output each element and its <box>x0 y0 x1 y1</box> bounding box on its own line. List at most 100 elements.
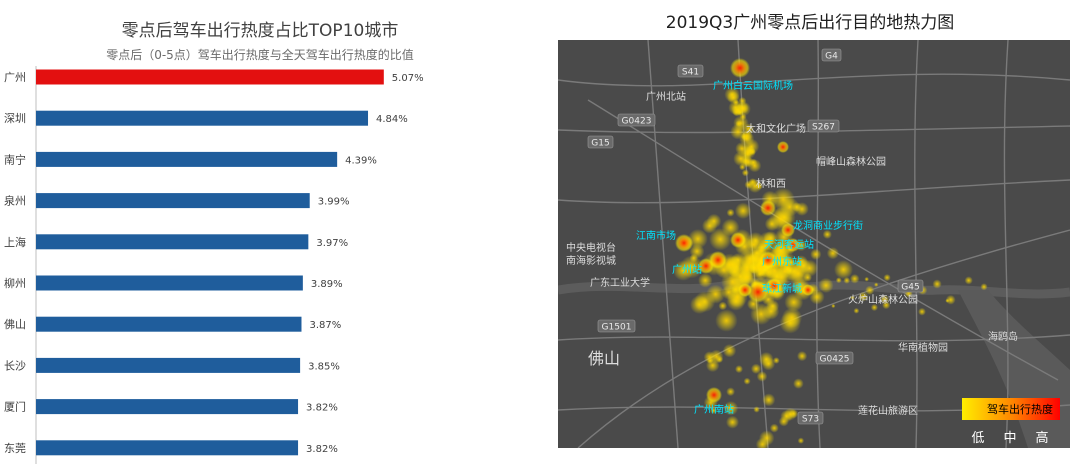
heat-spot <box>800 259 819 277</box>
heat-hotspot <box>759 251 777 269</box>
heat-spot <box>793 378 804 389</box>
heat-spot <box>727 91 740 104</box>
heat-spot <box>964 276 973 285</box>
value-label: 4.84% <box>376 114 408 125</box>
heat-hotspot <box>706 387 722 403</box>
heat-spot <box>791 202 802 212</box>
place-label: 太和文化广场 <box>746 122 806 135</box>
bar-chart-svg: 广州 5.07% 深圳 4.84% 南宁 4.39% 泉州 3.99% 上海 3.97% 柳州 3.8… <box>4 66 424 464</box>
heat-spot <box>864 276 869 282</box>
legend-color-bar <box>962 398 1060 420</box>
heat-spot <box>735 101 751 117</box>
place-label: 广州站 <box>672 263 702 276</box>
heat-spot <box>777 254 793 271</box>
svg-text:G15: G15 <box>591 139 609 149</box>
heat-spot <box>709 349 724 364</box>
value-label: 4.39% <box>345 155 377 166</box>
heat-spot <box>744 180 754 189</box>
svg-text:G0423: G0423 <box>622 117 652 127</box>
heat-spot <box>680 255 704 279</box>
bar <box>36 316 302 332</box>
heat-hotspot <box>709 251 727 269</box>
svg-text:G1501: G1501 <box>602 323 632 333</box>
heat-spot <box>718 301 728 311</box>
bar-chart-title: 零点后驾车出行热度占比TOP10城市 <box>121 21 399 41</box>
svg-text:G45: G45 <box>901 283 919 293</box>
heat-spot <box>735 141 749 156</box>
value-label: 3.82% <box>306 444 338 455</box>
heat-spot <box>759 430 775 446</box>
value-label: 3.85% <box>308 361 340 372</box>
heat-hotspot <box>777 141 789 153</box>
heat-spot <box>734 202 752 219</box>
place-label: 天河客运站 <box>764 238 814 251</box>
heat-hotspot <box>781 223 795 237</box>
heat-spot <box>750 363 762 374</box>
heat-spot <box>818 277 834 293</box>
heat-spot <box>743 377 751 385</box>
heat-spot <box>822 229 832 239</box>
heat-hotspot <box>747 281 769 303</box>
place-label: 广州白云国际机场 <box>713 79 793 92</box>
place-label: 华南植物园 <box>898 341 948 354</box>
heat-spot <box>784 292 804 312</box>
map-background <box>558 40 1070 448</box>
heat-spot <box>741 169 749 177</box>
heat-spot <box>690 295 709 314</box>
place-label: 江南市场 <box>636 229 676 242</box>
heat-hotspot <box>802 284 814 296</box>
value-label: 5.07% <box>392 73 424 84</box>
road-badge: G0425 <box>815 351 854 365</box>
place-label: 佛山 <box>588 349 620 368</box>
category-label: 泉州 <box>4 194 26 208</box>
road-badge: G45 <box>897 279 924 293</box>
heat-spot <box>741 130 753 142</box>
heat-spot <box>772 357 780 364</box>
bar <box>36 151 338 167</box>
heat-spot <box>739 163 746 171</box>
bar-chart-subtitle: 零点后（0-5点）驾车出行热度与全天驾车出行热度的比值 <box>106 48 414 62</box>
heat-spot <box>762 303 780 320</box>
heat-spot <box>726 387 735 397</box>
place-label: 广东工业大学 <box>590 276 650 289</box>
heat-spot <box>932 279 942 289</box>
heat-hotspot <box>730 58 750 78</box>
heat-spot <box>853 307 860 314</box>
heat-spot <box>858 291 869 302</box>
category-label: 广州 <box>4 71 26 84</box>
heat-spot <box>715 309 738 332</box>
road-badge: G0423 <box>617 113 656 127</box>
road-badge: G15 <box>587 135 614 149</box>
heat-spot <box>810 248 822 260</box>
heat-spot <box>849 274 860 284</box>
category-label: 上海 <box>4 235 26 249</box>
bar <box>36 357 301 373</box>
place-label: 海鸥岛 <box>988 330 1018 343</box>
road <box>1003 40 1009 448</box>
heatmap-map: 广州白云国际机场广州北站太和文化广场帽峰山森林公园林和西龙洞商业步行街天河客运站… <box>558 40 1070 448</box>
legend-tick: 高 <box>1035 430 1048 446</box>
value-label: 3.99% <box>318 197 350 208</box>
heat-spot <box>834 260 853 280</box>
place-label: 林和西 <box>756 177 786 190</box>
heat-spot <box>843 277 851 284</box>
heat-spot <box>689 253 699 263</box>
heat-spot <box>706 213 722 229</box>
place-label: 莲花山旅游区 <box>858 404 918 417</box>
bar <box>36 69 384 85</box>
heat-hotspot <box>730 232 746 248</box>
heat-spot <box>748 159 762 173</box>
value-label: 3.82% <box>306 403 338 414</box>
heat-spot <box>698 273 713 288</box>
heat-spot <box>835 277 842 284</box>
heatmap-panel: 2019Q3广州零点后出行目的地热力图 广州白云国际机场 广州北站 太和文化广场 帽峰… <box>540 0 1080 464</box>
place-label: 珠江新城 <box>762 282 802 295</box>
heat-spot <box>723 401 739 416</box>
heat-spot <box>771 187 795 211</box>
heat-spot <box>980 283 988 291</box>
svg-text:G0425: G0425 <box>820 355 850 365</box>
heat-spot <box>826 247 839 260</box>
category-label: 南宁 <box>4 152 26 166</box>
road-badge: G1501 <box>597 319 636 333</box>
